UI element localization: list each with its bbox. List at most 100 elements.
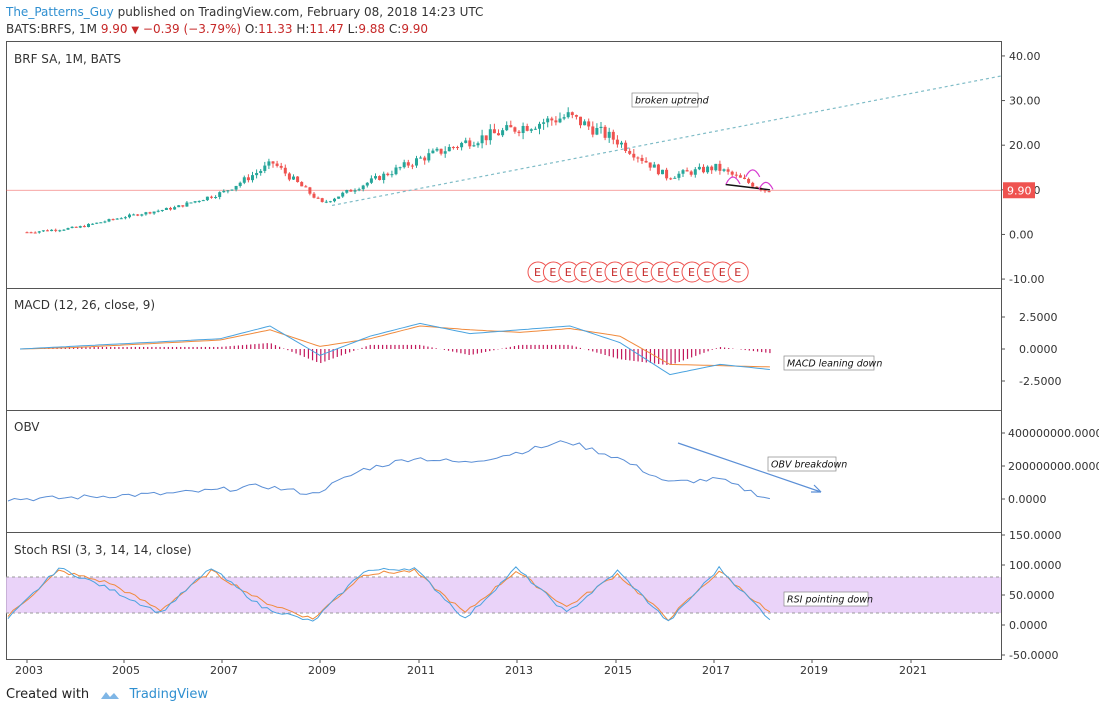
publish-header: The_Patterns_Guy published on TradingVie… bbox=[6, 3, 483, 21]
candle-body bbox=[361, 185, 365, 190]
high-value: 11.47 bbox=[309, 22, 344, 36]
tradingview-logo-icon bbox=[101, 691, 120, 699]
candle-body bbox=[505, 125, 509, 131]
down-arrow-icon: ▼ bbox=[131, 25, 140, 36]
candle-body bbox=[140, 214, 144, 216]
arrow-head-icon bbox=[811, 484, 822, 493]
low-label: L: bbox=[347, 22, 359, 36]
earnings-marker-label: E bbox=[688, 266, 695, 279]
candle-body bbox=[562, 117, 566, 119]
obv-tick-label: 200000000.0000 bbox=[1008, 460, 1099, 473]
symbol: BATS:BRFS, 1M bbox=[6, 22, 97, 36]
earnings-marker-label: E bbox=[549, 266, 556, 279]
candle-body bbox=[177, 205, 181, 208]
candle-body bbox=[341, 192, 345, 197]
candle-body bbox=[456, 147, 459, 149]
candle-body bbox=[238, 182, 242, 186]
candle-body bbox=[689, 171, 693, 175]
candle-body bbox=[710, 166, 714, 171]
price-tick-label: 0.00 bbox=[1009, 228, 1034, 241]
x-tick-label: 2007 bbox=[210, 664, 238, 677]
candle-body bbox=[755, 186, 759, 188]
stoch-tick-label: -50.0000 bbox=[1009, 649, 1058, 662]
candle-body bbox=[443, 151, 447, 154]
candle-body bbox=[152, 211, 156, 214]
candle-body bbox=[95, 222, 99, 224]
stoch-tick-label: 0.0000 bbox=[1009, 619, 1048, 632]
stoch-tick-label: 150.0000 bbox=[1009, 529, 1062, 542]
candle-body bbox=[111, 219, 115, 221]
candle-body bbox=[128, 214, 131, 218]
earnings-marker-label: E bbox=[596, 266, 603, 279]
candle-body bbox=[533, 128, 537, 130]
x-tick-label: 2015 bbox=[604, 664, 632, 677]
candle-body bbox=[328, 201, 332, 203]
x-tick-label: 2017 bbox=[702, 664, 730, 677]
candle-body bbox=[665, 169, 669, 179]
candle-body bbox=[369, 178, 373, 183]
candle-body bbox=[714, 163, 718, 171]
tradingview-brand[interactable]: TradingView bbox=[129, 687, 208, 702]
candle-body bbox=[410, 165, 414, 167]
candle-body bbox=[82, 226, 86, 228]
candle-body bbox=[283, 167, 287, 174]
candle-body bbox=[632, 153, 636, 158]
candle-body bbox=[345, 190, 349, 193]
high-label: H: bbox=[296, 22, 310, 36]
author-link[interactable]: The_Patterns_Guy bbox=[6, 5, 114, 19]
low-value: 9.88 bbox=[358, 22, 386, 36]
candle-body bbox=[415, 158, 418, 166]
x-tick-label: 2005 bbox=[112, 664, 140, 677]
candle-body bbox=[251, 175, 254, 181]
candle-body bbox=[546, 118, 550, 123]
candle-body bbox=[78, 226, 82, 228]
candle-body bbox=[574, 115, 578, 117]
obv-line bbox=[7, 440, 771, 502]
candle-body bbox=[271, 161, 275, 164]
candle-body bbox=[123, 217, 127, 219]
candle-body bbox=[107, 219, 111, 222]
candle-body bbox=[607, 131, 611, 138]
candle-body bbox=[333, 198, 336, 202]
candle-body bbox=[357, 189, 361, 191]
annotation-broken-uptrend: broken uptrend bbox=[635, 96, 710, 107]
candle-body bbox=[451, 146, 455, 148]
x-tick-label: 2013 bbox=[505, 664, 533, 677]
candle-body bbox=[747, 178, 751, 183]
candle-body bbox=[427, 153, 431, 161]
macd-tick-label: -2.5000 bbox=[1019, 375, 1061, 388]
candle-body bbox=[558, 118, 562, 123]
candle-body bbox=[103, 221, 107, 223]
candle-body bbox=[337, 196, 341, 199]
candle-body bbox=[743, 177, 746, 179]
stoch-k-line bbox=[7, 565, 771, 622]
candle-body bbox=[275, 163, 279, 166]
candle-body bbox=[402, 162, 406, 168]
candle-body bbox=[234, 185, 238, 190]
obv-tick-label: 0.0000 bbox=[1008, 493, 1047, 506]
candle-body bbox=[603, 126, 607, 138]
earnings-marker-label: E bbox=[611, 266, 618, 279]
candle-body bbox=[46, 230, 49, 232]
candle-body bbox=[263, 165, 267, 171]
footer: Created with TradingView bbox=[6, 686, 208, 704]
candle-body bbox=[661, 169, 664, 175]
candle-body bbox=[423, 157, 427, 161]
candle-body bbox=[210, 196, 213, 198]
candle-body bbox=[673, 177, 677, 179]
candle-body bbox=[517, 131, 521, 134]
candle-body bbox=[488, 129, 492, 141]
candle-body bbox=[148, 212, 152, 214]
candle-body bbox=[472, 145, 476, 147]
candle-body bbox=[718, 163, 722, 171]
candle-body bbox=[386, 173, 390, 176]
candle-body bbox=[74, 226, 78, 228]
candle-body bbox=[697, 166, 701, 170]
candle-body bbox=[324, 201, 328, 203]
macd-tick-label: 0.0000 bbox=[1019, 343, 1058, 356]
candle-body bbox=[287, 173, 291, 180]
candle-body bbox=[70, 226, 74, 229]
pattern-arc bbox=[758, 181, 774, 190]
